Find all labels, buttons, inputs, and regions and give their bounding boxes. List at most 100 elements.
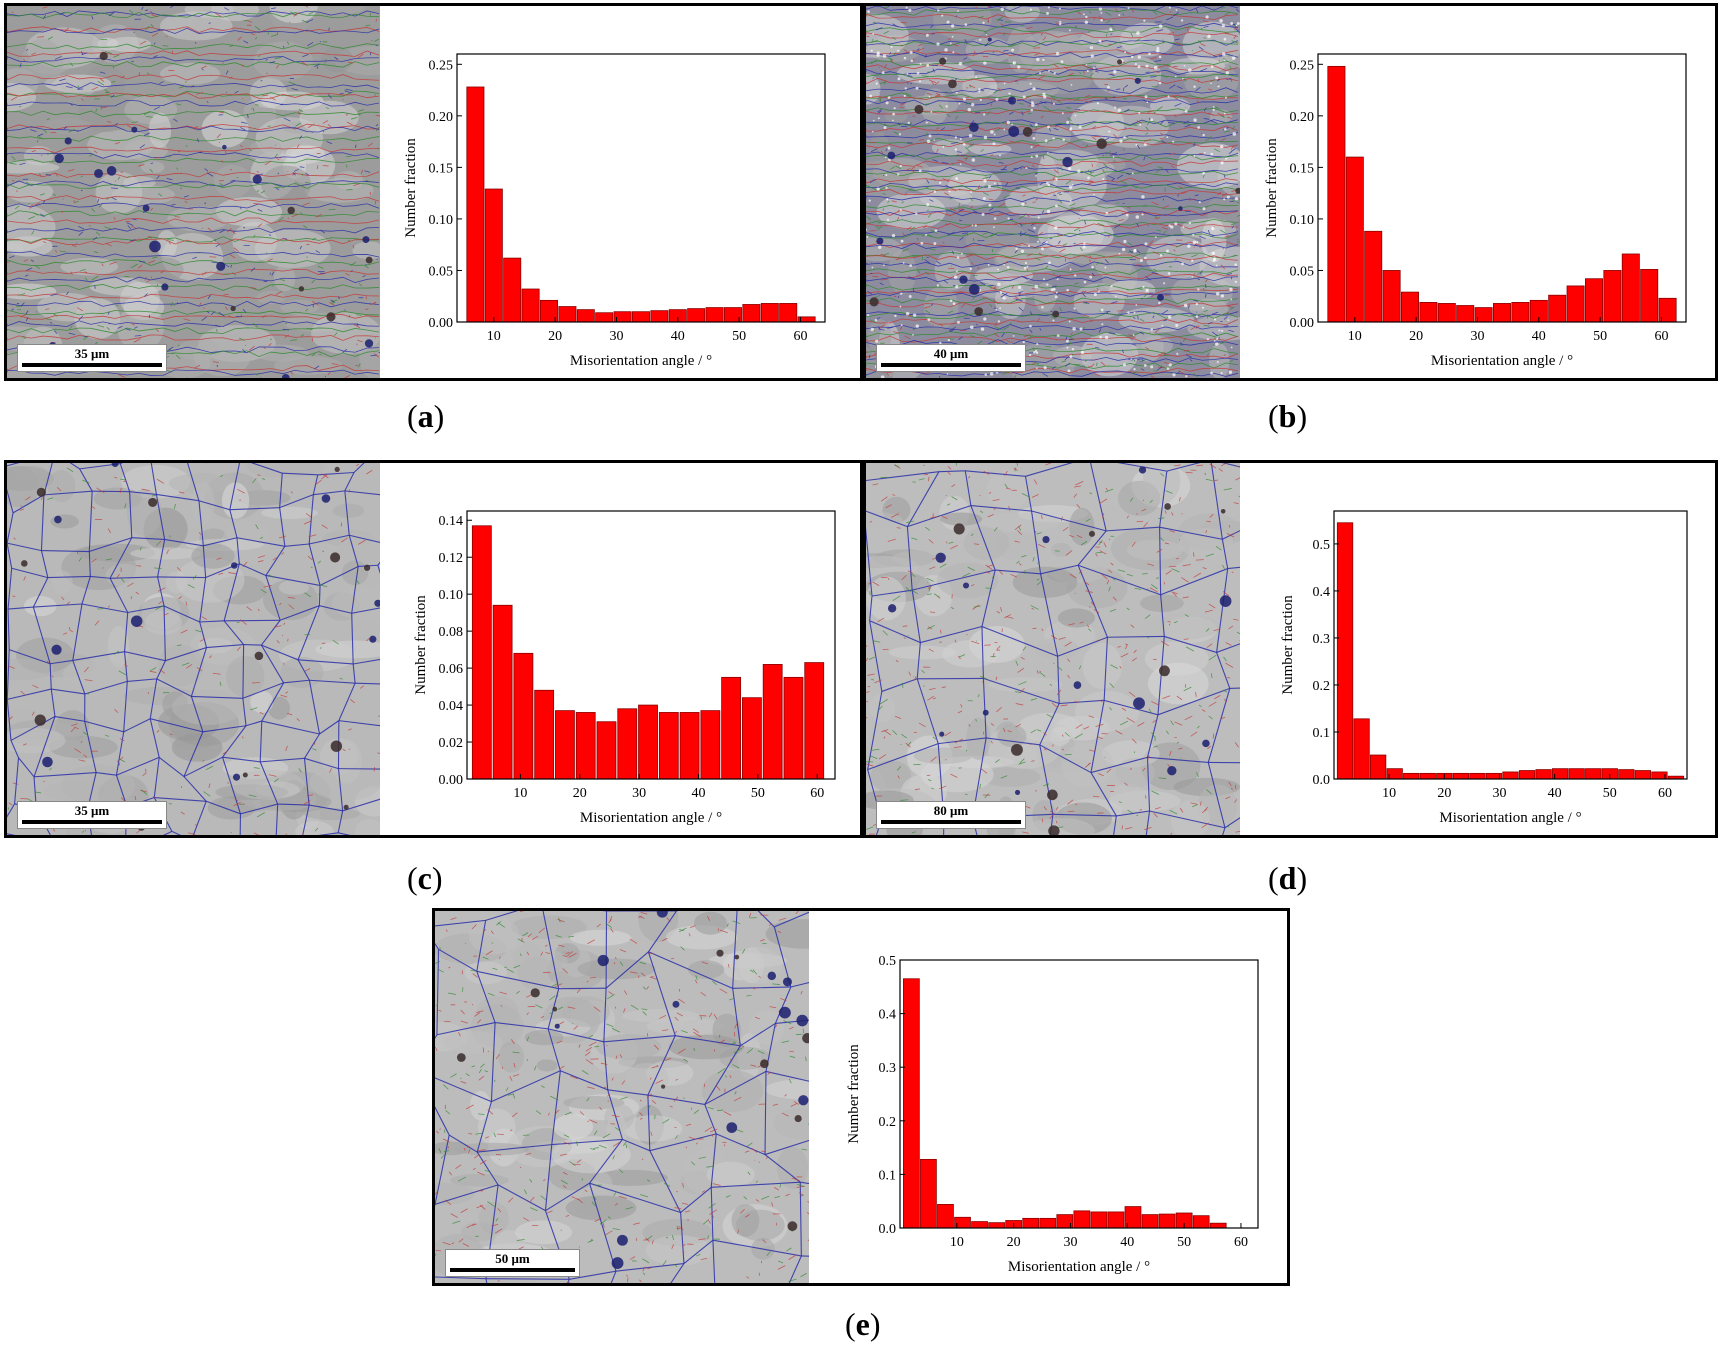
scale-bar-label: 50 μm [495, 1251, 530, 1266]
y-tick-label: 0.5 [1313, 538, 1331, 553]
bar [1585, 278, 1603, 323]
caption-a: (a) [407, 398, 445, 434]
x-tick-label: 10 [487, 329, 501, 344]
x-tick-label: 30 [1063, 1235, 1077, 1250]
x-tick-label: 40 [691, 786, 705, 801]
histogram-a: 0.00 0.05 0.10 0.15 0.20 0.25 10 20 30 40 50 60 Miso… [397, 40, 837, 376]
x-tick-label: 50 [1177, 1235, 1191, 1250]
bar [1568, 768, 1585, 780]
x-tick-label: 20 [573, 786, 587, 801]
y-tick-label: 0.25 [429, 58, 454, 73]
bar [721, 676, 742, 780]
bar [1141, 1214, 1159, 1229]
bar [492, 604, 513, 780]
y-tick-label: 0.10 [1290, 213, 1315, 228]
bar [1618, 769, 1635, 780]
y-tick-label: 0.25 [1290, 58, 1315, 73]
bar [920, 1158, 937, 1229]
bar [1518, 770, 1536, 780]
bar [1511, 302, 1530, 323]
scale-bar-line [881, 820, 1021, 824]
x-tick-label: 10 [950, 1235, 964, 1250]
bar [804, 662, 825, 780]
bar [1419, 302, 1438, 323]
bar [1209, 1222, 1227, 1229]
scale-bar-line [450, 1268, 575, 1272]
x-axis-label: Misorientation angle / ° [580, 810, 722, 826]
plot-frame [1333, 510, 1688, 780]
figure-panel-d: 80 μm 0.0 0.1 0.2 0.3 0.4 0.5 10 20 30 40 50 60 Miso… [863, 460, 1718, 838]
bar [1621, 253, 1640, 323]
bar [1403, 772, 1420, 780]
x-tick-label: 50 [1603, 786, 1617, 801]
bar [1107, 1211, 1125, 1229]
bar [1364, 230, 1383, 323]
scale-bar-label: 40 μm [933, 346, 969, 361]
x-tick-label: 40 [1532, 329, 1546, 344]
y-tick-label: 0.5 [879, 954, 897, 969]
bar [1370, 754, 1387, 780]
bar [576, 309, 595, 323]
x-tick-label: 60 [1658, 786, 1672, 801]
bar [513, 652, 534, 780]
y-tick-label: 0.1 [1313, 726, 1331, 741]
figure-panel-b: 40 μm 0.00 0.05 0.10 0.15 0.20 0.25 10 20 30 40 50… [863, 3, 1718, 381]
y-axis-label: Number fraction [846, 1044, 862, 1144]
bar [783, 676, 804, 780]
scale-bar-d: 80 μm [876, 801, 1026, 829]
x-axis-label: Misorientation angle / ° [1008, 1259, 1150, 1275]
bar [1345, 156, 1364, 323]
caption-e: (e) [845, 1306, 881, 1342]
caption-c: (c) [407, 860, 443, 896]
x-tick-label: 50 [751, 786, 765, 801]
caption-letter: c [417, 860, 432, 896]
scale-bar-a: 35 μm [17, 344, 167, 372]
bar [742, 304, 761, 323]
histogram-c: 0.00 0.02 0.04 0.06 0.08 0.10 0.12 0.14 10 20 30 40… [407, 497, 847, 833]
bar [903, 978, 920, 1229]
y-tick-label: 0.1 [879, 1168, 897, 1183]
y-axis-label: Number fraction [1264, 138, 1280, 238]
histogram-a-svg: 0.00 0.05 0.10 0.15 0.20 0.25 10 20 30 40 50 60 Miso… [403, 53, 826, 369]
bar [1192, 1215, 1210, 1229]
bar [658, 712, 679, 780]
bars [1327, 65, 1677, 323]
y-tick-label: 0.00 [439, 773, 464, 788]
caption-b: (b) [1268, 398, 1308, 434]
bar [1493, 303, 1511, 323]
bar [521, 288, 540, 323]
x-tick-label: 60 [810, 786, 824, 801]
bar [1452, 772, 1469, 780]
bar [1419, 772, 1436, 780]
bar [1022, 1217, 1040, 1229]
bar [650, 310, 669, 323]
y-axis-label: Number fraction [413, 595, 429, 695]
x-tick-label: 40 [671, 329, 685, 344]
bar [742, 697, 762, 780]
x-tick-label: 40 [1548, 786, 1562, 801]
bar [679, 712, 700, 780]
histogram-d-svg: 0.0 0.1 0.2 0.3 0.4 0.5 10 20 30 40 50 60 Misorienta… [1280, 510, 1688, 826]
x-tick-label: 40 [1120, 1235, 1134, 1250]
bar [1640, 269, 1659, 323]
x-tick-label: 20 [1409, 329, 1423, 344]
bar [1353, 718, 1370, 780]
bar [1603, 270, 1622, 323]
figure-panel-c: 35 μm 0.00 0.02 0.04 0.06 0.08 0.10 0.12 0.14 10… [4, 460, 863, 838]
bar [700, 710, 721, 780]
bars [903, 978, 1227, 1229]
y-tick-label: 0.00 [429, 316, 454, 331]
plot-frame [456, 53, 826, 323]
x-tick-label: 60 [1234, 1235, 1248, 1250]
y-tick-label: 0.4 [879, 1008, 897, 1023]
bar [1585, 768, 1602, 780]
x-tick-label: 50 [732, 329, 746, 344]
scale-bar-e: 50 μm [445, 1249, 580, 1277]
bar [632, 311, 650, 323]
y-tick-label: 0.4 [1313, 585, 1331, 600]
bar [760, 303, 779, 323]
bars [471, 525, 825, 780]
bar [484, 188, 503, 323]
x-tick-label: 60 [793, 329, 807, 344]
x-axis-label: Misorientation angle / ° [570, 353, 712, 369]
